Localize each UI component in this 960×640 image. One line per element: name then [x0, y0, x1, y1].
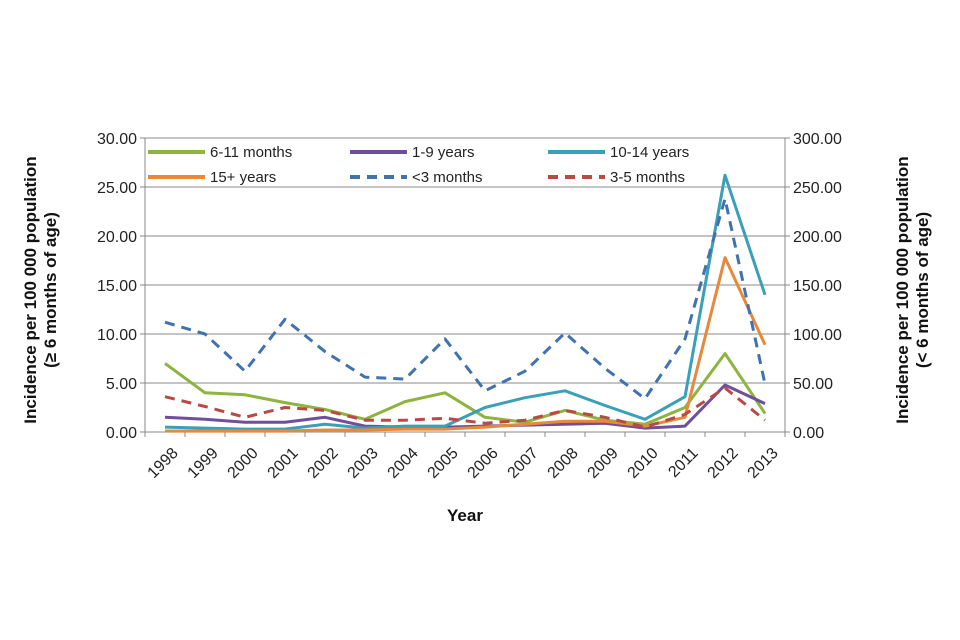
right-y-axis-title-line2: (< 6 months of age): [913, 212, 932, 368]
x-tick-label: 2011: [665, 445, 701, 481]
left-y-tick-label: 10.00: [97, 327, 137, 344]
right-y-tick-label: 250.00: [793, 180, 842, 197]
x-tick-label: 2001: [265, 445, 302, 482]
legend: 6-11 months 1-9 years 10-14 years 15+ years…: [148, 144, 689, 186]
left-y-tick-label: 0.00: [106, 425, 137, 442]
x-tick-label: 2002: [305, 445, 342, 482]
series-line-15-years: [165, 256, 767, 433]
series-line--3-months: [164, 197, 767, 401]
right-y-axis-title-line1: Incidence per 100 000 population: [893, 156, 912, 423]
legend-label: 3-5 months: [610, 169, 685, 186]
left-y-axis-title-line2: (≥ 6 months of age): [41, 212, 60, 368]
x-tick-label: 2008: [545, 445, 582, 482]
right-y-tick-label: 200.00: [793, 229, 842, 246]
x-tick-label: 2010: [625, 445, 662, 482]
x-tick-label: 2007: [505, 445, 542, 482]
x-tick-label: 2005: [425, 445, 462, 482]
x-tick-label: 1999: [185, 445, 222, 482]
left-y-tick-label: 5.00: [106, 376, 137, 393]
left-y-tick-label: 25.00: [97, 180, 137, 197]
right-y-tick-label: 150.00: [793, 278, 842, 295]
right-y-ticks: 0.00 50.00 100.00 150.00 200.00 250.00 300.00: [793, 131, 842, 442]
right-y-tick-label: 50.00: [793, 376, 833, 393]
right-y-tick-label: 300.00: [793, 131, 842, 148]
legend-label: <3 months: [412, 169, 482, 186]
x-tick-label: 2000: [225, 445, 262, 482]
legend-label: 15+ years: [210, 169, 276, 186]
x-axis-title: Year: [447, 506, 483, 525]
x-tick-label: 2012: [705, 445, 742, 482]
x-tick-label: 1998: [145, 445, 182, 482]
left-y-tick-label: 20.00: [97, 229, 137, 246]
series-line-10-14-years: [164, 173, 767, 431]
legend-label: 10-14 years: [610, 144, 689, 161]
x-tick-label: 2009: [585, 445, 622, 482]
series-line-3-5-months: [164, 386, 766, 429]
right-y-tick-label: 0.00: [793, 425, 824, 442]
left-y-ticks: 0.00 5.00 10.00 15.00 20.00 25.00 30.00: [97, 131, 137, 442]
x-tick-label: 2013: [745, 445, 782, 482]
series-line-6-11-months: [164, 352, 767, 426]
series-lines: [164, 173, 767, 433]
legend-label: 6-11 months: [210, 144, 292, 161]
x-tick-label: 2006: [465, 445, 502, 482]
gridlines: [140, 137, 790, 433]
legend-label: 1-9 years: [412, 144, 475, 161]
left-y-tick-label: 30.00: [97, 131, 137, 148]
left-y-axis-title-line1: Incidence per 100 000 population: [21, 156, 40, 423]
right-y-tick-label: 100.00: [793, 327, 842, 344]
left-y-tick-label: 15.00: [97, 278, 137, 295]
x-tick-label: 2003: [345, 445, 382, 482]
x-ticks: 1998 1999 2000 2001 2002 2003 2004 2005 2006 2007…: [144, 432, 786, 482]
x-tick-label: 2004: [385, 445, 422, 482]
